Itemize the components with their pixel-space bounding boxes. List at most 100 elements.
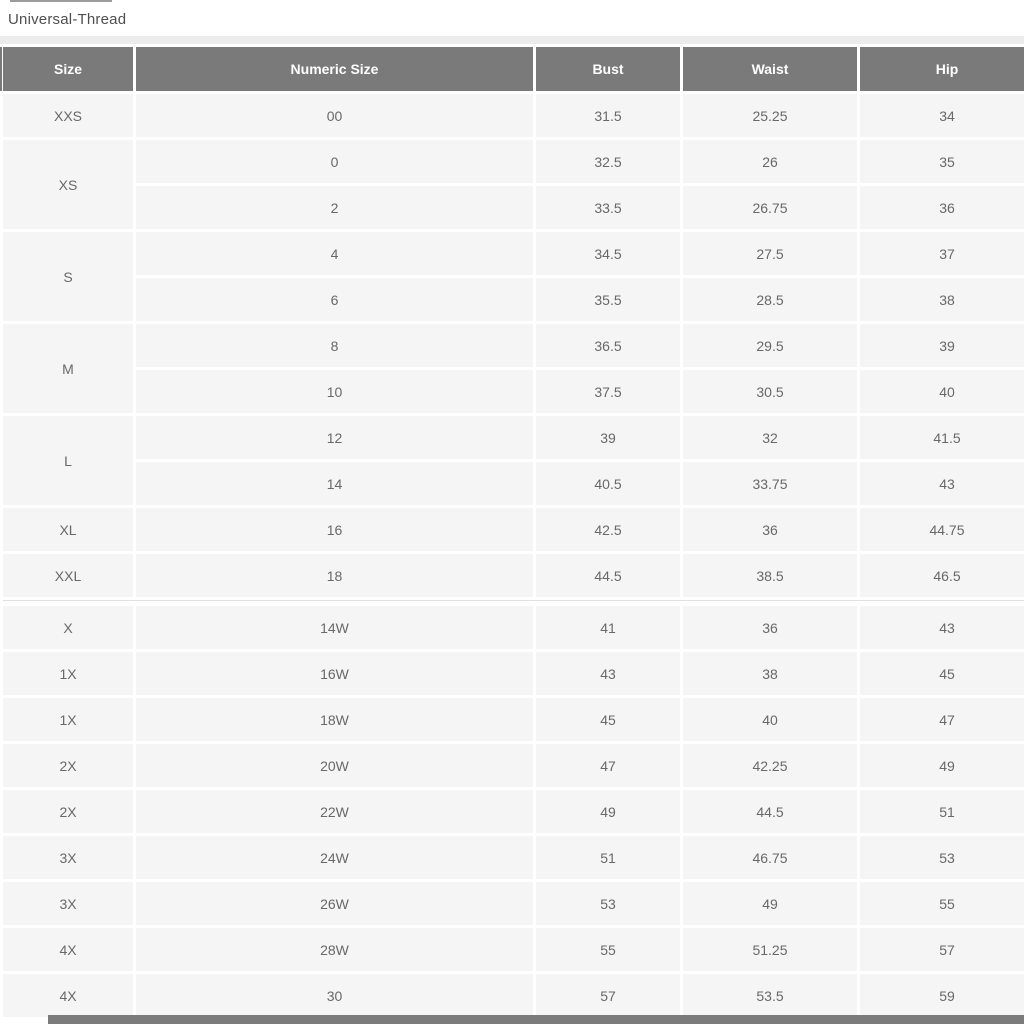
bust-cell: 36.5 [536, 324, 680, 367]
hip-cell: 39 [860, 324, 1024, 367]
size-table-body: XXS 00 31.5 25.25 34 XS 0 32.5 26 35 2 33.5 26.75 36 S… [3, 94, 1024, 1017]
bust-cell: 43 [536, 652, 680, 695]
size-label-cell: 4X [3, 974, 133, 1017]
waist-cell: 46.75 [683, 836, 857, 879]
hip-cell: 53 [860, 836, 1024, 879]
waist-cell: 36 [683, 606, 857, 649]
numeric-size-cell: 00 [136, 94, 533, 137]
waist-cell: 38 [683, 652, 857, 695]
hip-cell: 37 [860, 232, 1024, 275]
bust-cell: 39 [536, 416, 680, 459]
bust-cell: 37.5 [536, 370, 680, 413]
waist-cell: 32 [683, 416, 857, 459]
column-header-bust: Bust [536, 47, 680, 91]
size-label-cell: 3X [3, 836, 133, 879]
table-row: L 12 39 32 41.5 [3, 416, 1024, 505]
size-label-cell: XL [3, 508, 133, 551]
waist-cell: 29.5 [683, 324, 857, 367]
numeric-size-cell: 12 [136, 416, 533, 459]
size-chart-container: Size Numeric Size Bust Waist Hip XXS 00 31… [0, 44, 1024, 1020]
numeric-size-cell: 8 [136, 324, 533, 367]
numeric-size-cell: 14W [136, 606, 533, 649]
size-label-cell: 2X [3, 790, 133, 833]
next-table-header-bar [48, 1015, 1024, 1024]
hip-cell: 35 [860, 140, 1024, 183]
numeric-size-cell: 22W [136, 790, 533, 833]
numeric-size-cell: 24W [136, 836, 533, 879]
table-row: 4X 28W 55 51.25 57 [3, 928, 1024, 971]
hip-cell: 44.75 [860, 508, 1024, 551]
numeric-size-cell: 18W [136, 698, 533, 741]
table-row: XS 0 32.5 26 35 [3, 140, 1024, 229]
table-row: 2X 20W 47 42.25 49 [3, 744, 1024, 787]
table-row: 3X 26W 53 49 55 [3, 882, 1024, 925]
section-divider [3, 600, 1024, 603]
numeric-size-cell: 30 [136, 974, 533, 1017]
column-header-waist: Waist [683, 47, 857, 91]
bust-cell: 34.5 [536, 232, 680, 275]
numeric-size-cell: 16 [136, 508, 533, 551]
bust-cell: 49 [536, 790, 680, 833]
bust-cell: 41 [536, 606, 680, 649]
table-row: X 14W 41 36 43 [3, 606, 1024, 649]
waist-cell: 44.5 [683, 790, 857, 833]
waist-cell: 42.25 [683, 744, 857, 787]
bust-cell: 45 [536, 698, 680, 741]
bust-cell: 42.5 [536, 508, 680, 551]
column-header-numeric-size: Numeric Size [136, 47, 533, 91]
table-row: 4X 30 57 53.5 59 [3, 974, 1024, 1017]
numeric-size-cell: 18 [136, 554, 533, 597]
table-row: XXL 18 44.5 38.5 46.5 [3, 554, 1024, 597]
size-label-cell: 3X [3, 882, 133, 925]
hip-cell: 43 [860, 462, 1024, 505]
waist-cell: 38.5 [683, 554, 857, 597]
bust-cell: 31.5 [536, 94, 680, 137]
bust-cell: 53 [536, 882, 680, 925]
numeric-size-cell: 2 [136, 186, 533, 229]
waist-cell: 40 [683, 698, 857, 741]
size-label-cell: M [3, 324, 133, 413]
waist-cell: 51.25 [683, 928, 857, 971]
size-label-cell: S [3, 232, 133, 321]
hip-cell: 38 [860, 278, 1024, 321]
size-label-cell: 4X [3, 928, 133, 971]
hip-cell: 34 [860, 94, 1024, 137]
size-label-cell: 1X [3, 698, 133, 741]
size-chart-table: Size Numeric Size Bust Waist Hip XXS 00 31… [0, 44, 1024, 1020]
size-label-cell: XS [3, 140, 133, 229]
bust-cell: 51 [536, 836, 680, 879]
size-label-cell: X [3, 606, 133, 649]
table-row: 3X 24W 51 46.75 53 [3, 836, 1024, 879]
numeric-size-cell: 0 [136, 140, 533, 183]
top-edge-line [10, 0, 112, 2]
numeric-size-cell: 16W [136, 652, 533, 695]
size-label-cell: XXS [3, 94, 133, 137]
waist-cell: 28.5 [683, 278, 857, 321]
table-row: 1X 16W 43 38 45 [3, 652, 1024, 695]
column-header-hip: Hip [860, 47, 1024, 91]
numeric-size-cell: 26W [136, 882, 533, 925]
bust-cell: 32.5 [536, 140, 680, 183]
size-label-cell: 1X [3, 652, 133, 695]
waist-cell: 25.25 [683, 94, 857, 137]
waist-cell: 49 [683, 882, 857, 925]
bust-cell: 55 [536, 928, 680, 971]
waist-cell: 26 [683, 140, 857, 183]
column-header-size: Size [3, 47, 133, 91]
table-row: 14 40.5 33.75 43 [3, 462, 1024, 505]
hip-cell: 36 [860, 186, 1024, 229]
waist-cell: 27.5 [683, 232, 857, 275]
waist-cell: 30.5 [683, 370, 857, 413]
table-row: XXS 00 31.5 25.25 34 [3, 94, 1024, 137]
divider-strip [0, 36, 1024, 44]
hip-cell: 46.5 [860, 554, 1024, 597]
hip-cell: 55 [860, 882, 1024, 925]
header-row: Size Numeric Size Bust Waist Hip [3, 47, 1024, 91]
waist-cell: 33.75 [683, 462, 857, 505]
numeric-size-cell: 20W [136, 744, 533, 787]
bust-cell: 44.5 [536, 554, 680, 597]
waist-cell: 53.5 [683, 974, 857, 1017]
waist-cell: 36 [683, 508, 857, 551]
hip-cell: 47 [860, 698, 1024, 741]
table-row: 2X 22W 49 44.5 51 [3, 790, 1024, 833]
